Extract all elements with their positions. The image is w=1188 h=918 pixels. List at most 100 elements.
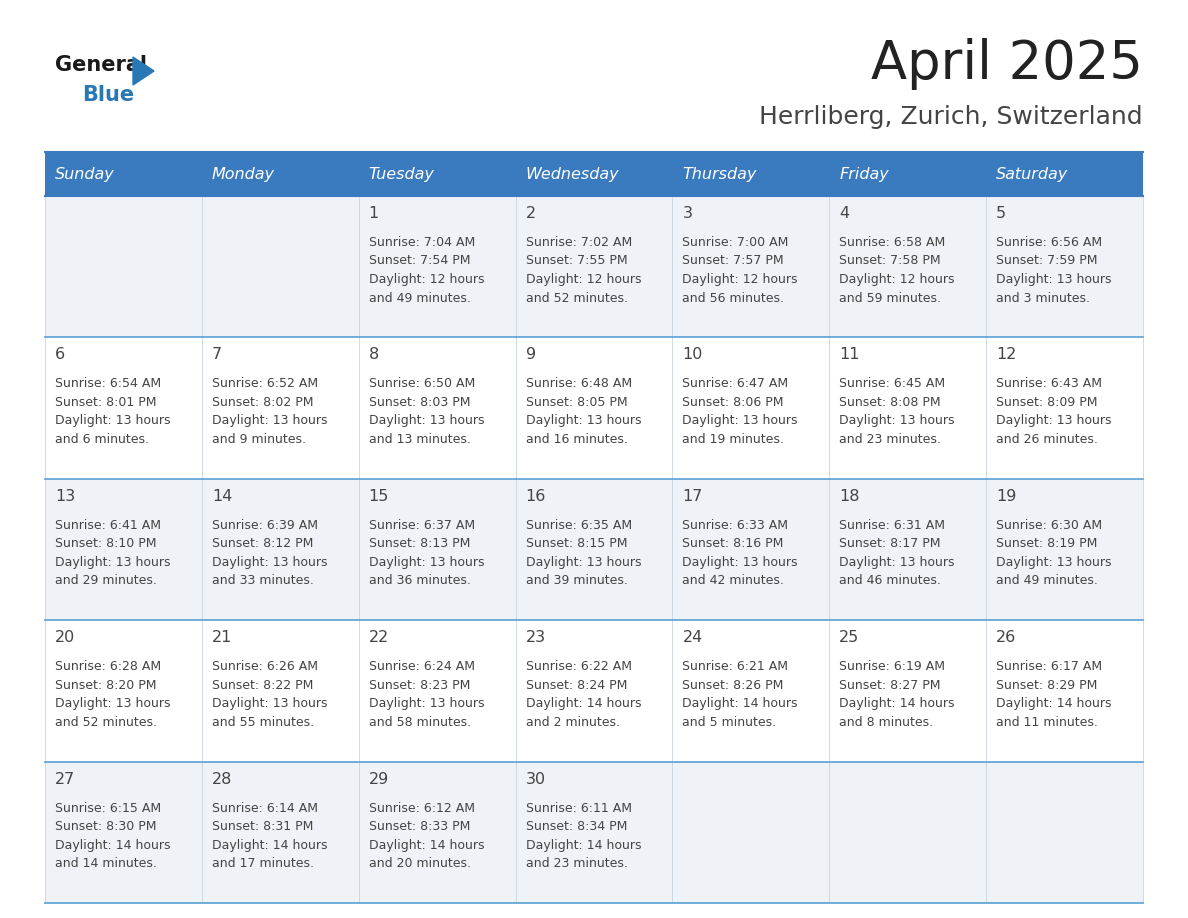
Text: Blue: Blue xyxy=(82,85,134,105)
Text: Sunset: 7:55 PM: Sunset: 7:55 PM xyxy=(525,254,627,267)
Text: Sunset: 8:22 PM: Sunset: 8:22 PM xyxy=(211,678,314,691)
Text: Sunset: 8:34 PM: Sunset: 8:34 PM xyxy=(525,820,627,834)
Text: Sunrise: 6:24 AM: Sunrise: 6:24 AM xyxy=(368,660,475,673)
Text: Friday: Friday xyxy=(839,166,889,182)
Text: Daylight: 13 hours: Daylight: 13 hours xyxy=(997,555,1112,569)
Text: Sunrise: 6:35 AM: Sunrise: 6:35 AM xyxy=(525,519,632,532)
Text: 23: 23 xyxy=(525,630,545,645)
Text: and 58 minutes.: and 58 minutes. xyxy=(368,716,470,729)
Bar xyxy=(829,152,986,196)
Text: Sunset: 8:01 PM: Sunset: 8:01 PM xyxy=(55,396,157,409)
Text: Daylight: 14 hours: Daylight: 14 hours xyxy=(525,839,642,852)
Text: 6: 6 xyxy=(55,347,65,363)
Bar xyxy=(672,152,829,196)
Text: Daylight: 13 hours: Daylight: 13 hours xyxy=(525,414,642,428)
Text: and 56 minutes.: and 56 minutes. xyxy=(682,292,784,305)
Text: 3: 3 xyxy=(682,206,693,221)
Text: Daylight: 13 hours: Daylight: 13 hours xyxy=(368,697,485,711)
Text: Sunset: 7:57 PM: Sunset: 7:57 PM xyxy=(682,254,784,267)
Text: 30: 30 xyxy=(525,772,545,787)
Text: Sunrise: 6:43 AM: Sunrise: 6:43 AM xyxy=(997,377,1102,390)
Text: 9: 9 xyxy=(525,347,536,363)
Text: Sunset: 8:17 PM: Sunset: 8:17 PM xyxy=(839,537,941,550)
Text: Sunrise: 7:00 AM: Sunrise: 7:00 AM xyxy=(682,236,789,249)
Text: Sunrise: 6:45 AM: Sunrise: 6:45 AM xyxy=(839,377,946,390)
Text: and 52 minutes.: and 52 minutes. xyxy=(55,716,157,729)
Text: 20: 20 xyxy=(55,630,75,645)
Text: Sunrise: 7:02 AM: Sunrise: 7:02 AM xyxy=(525,236,632,249)
Text: Daylight: 13 hours: Daylight: 13 hours xyxy=(839,555,955,569)
Text: Daylight: 14 hours: Daylight: 14 hours xyxy=(839,697,955,711)
Text: Sunrise: 6:11 AM: Sunrise: 6:11 AM xyxy=(525,801,632,814)
Text: and 23 minutes.: and 23 minutes. xyxy=(839,433,941,446)
Text: 14: 14 xyxy=(211,488,232,504)
Bar xyxy=(516,152,672,196)
Text: 19: 19 xyxy=(997,488,1017,504)
Text: Daylight: 14 hours: Daylight: 14 hours xyxy=(368,839,485,852)
Text: and 42 minutes.: and 42 minutes. xyxy=(682,575,784,588)
Text: Sunrise: 6:41 AM: Sunrise: 6:41 AM xyxy=(55,519,162,532)
Text: 22: 22 xyxy=(368,630,388,645)
Text: and 19 minutes.: and 19 minutes. xyxy=(682,433,784,446)
Text: Daylight: 13 hours: Daylight: 13 hours xyxy=(55,697,171,711)
Text: and 49 minutes.: and 49 minutes. xyxy=(368,292,470,305)
Text: and 6 minutes.: and 6 minutes. xyxy=(55,433,148,446)
Text: Daylight: 13 hours: Daylight: 13 hours xyxy=(55,414,171,428)
Text: Daylight: 13 hours: Daylight: 13 hours xyxy=(997,273,1112,286)
Text: Sunset: 8:12 PM: Sunset: 8:12 PM xyxy=(211,537,314,550)
Text: and 59 minutes.: and 59 minutes. xyxy=(839,292,941,305)
Text: 13: 13 xyxy=(55,488,75,504)
Text: Sunrise: 6:58 AM: Sunrise: 6:58 AM xyxy=(839,236,946,249)
Text: Sunset: 8:06 PM: Sunset: 8:06 PM xyxy=(682,396,784,409)
Text: Sunrise: 6:21 AM: Sunrise: 6:21 AM xyxy=(682,660,789,673)
Text: Daylight: 14 hours: Daylight: 14 hours xyxy=(997,697,1112,711)
Text: 10: 10 xyxy=(682,347,703,363)
Bar xyxy=(45,152,202,196)
Text: Daylight: 13 hours: Daylight: 13 hours xyxy=(368,414,485,428)
Text: April 2025: April 2025 xyxy=(871,38,1143,90)
Text: Sunset: 8:03 PM: Sunset: 8:03 PM xyxy=(368,396,470,409)
Text: Sunrise: 6:28 AM: Sunrise: 6:28 AM xyxy=(55,660,162,673)
Text: Daylight: 13 hours: Daylight: 13 hours xyxy=(839,414,955,428)
Text: and 3 minutes.: and 3 minutes. xyxy=(997,292,1091,305)
Text: Daylight: 13 hours: Daylight: 13 hours xyxy=(211,697,328,711)
Text: and 11 minutes.: and 11 minutes. xyxy=(997,716,1098,729)
Text: Sunset: 8:31 PM: Sunset: 8:31 PM xyxy=(211,820,314,834)
Text: Sunrise: 6:48 AM: Sunrise: 6:48 AM xyxy=(525,377,632,390)
Text: and 46 minutes.: and 46 minutes. xyxy=(839,575,941,588)
Text: Sunset: 8:20 PM: Sunset: 8:20 PM xyxy=(55,678,157,691)
Text: Sunset: 7:54 PM: Sunset: 7:54 PM xyxy=(368,254,470,267)
Text: 25: 25 xyxy=(839,630,860,645)
Text: 4: 4 xyxy=(839,206,849,221)
Bar xyxy=(359,152,516,196)
Text: and 13 minutes.: and 13 minutes. xyxy=(368,433,470,446)
Text: Sunset: 8:26 PM: Sunset: 8:26 PM xyxy=(682,678,784,691)
Bar xyxy=(45,762,1143,903)
Text: and 33 minutes.: and 33 minutes. xyxy=(211,575,314,588)
Text: 24: 24 xyxy=(682,630,702,645)
Text: Daylight: 13 hours: Daylight: 13 hours xyxy=(55,555,171,569)
Text: Sunrise: 6:22 AM: Sunrise: 6:22 AM xyxy=(525,660,632,673)
Text: Sunset: 8:27 PM: Sunset: 8:27 PM xyxy=(839,678,941,691)
Text: and 14 minutes.: and 14 minutes. xyxy=(55,857,157,870)
Text: Sunset: 8:33 PM: Sunset: 8:33 PM xyxy=(368,820,470,834)
Text: 26: 26 xyxy=(997,630,1017,645)
Text: Sunset: 7:58 PM: Sunset: 7:58 PM xyxy=(839,254,941,267)
Text: Daylight: 13 hours: Daylight: 13 hours xyxy=(211,414,328,428)
Text: 11: 11 xyxy=(839,347,860,363)
Text: Sunset: 8:24 PM: Sunset: 8:24 PM xyxy=(525,678,627,691)
Text: Sunset: 8:08 PM: Sunset: 8:08 PM xyxy=(839,396,941,409)
Text: and 49 minutes.: and 49 minutes. xyxy=(997,575,1098,588)
Text: Daylight: 13 hours: Daylight: 13 hours xyxy=(211,555,328,569)
Text: Daylight: 14 hours: Daylight: 14 hours xyxy=(55,839,171,852)
Text: Wednesday: Wednesday xyxy=(525,166,619,182)
Bar xyxy=(202,152,359,196)
Text: Tuesday: Tuesday xyxy=(368,166,435,182)
Text: and 16 minutes.: and 16 minutes. xyxy=(525,433,627,446)
Text: Sunrise: 6:33 AM: Sunrise: 6:33 AM xyxy=(682,519,789,532)
Text: 7: 7 xyxy=(211,347,222,363)
Text: Sunrise: 6:14 AM: Sunrise: 6:14 AM xyxy=(211,801,318,814)
Text: Daylight: 13 hours: Daylight: 13 hours xyxy=(682,414,798,428)
Text: and 36 minutes.: and 36 minutes. xyxy=(368,575,470,588)
Text: Sunrise: 6:52 AM: Sunrise: 6:52 AM xyxy=(211,377,318,390)
